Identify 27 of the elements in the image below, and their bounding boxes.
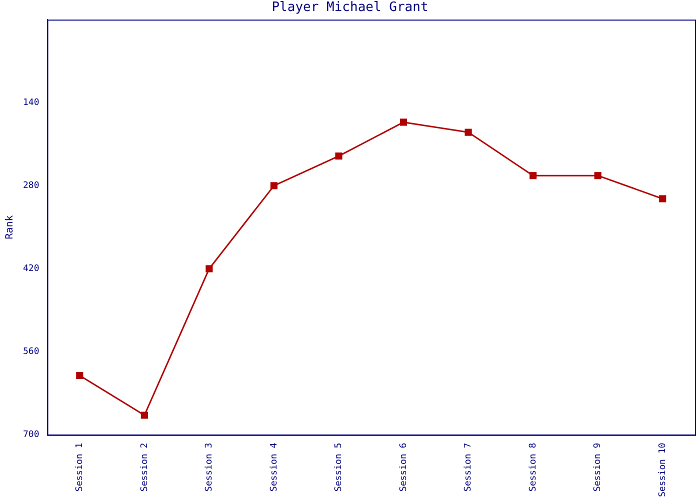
- point: [400, 118, 408, 126]
- y-tick-label: 280: [22, 181, 40, 192]
- point: [464, 128, 472, 136]
- x-tick-label: Session 2: [140, 442, 150, 492]
- point: [76, 372, 84, 380]
- x-tick-label: Session 8: [528, 442, 538, 492]
- y-tick-label: 140: [22, 98, 40, 108]
- point: [270, 182, 278, 190]
- x-tick-label: Session 7: [464, 442, 474, 492]
- y-tick-label: 700: [22, 430, 40, 440]
- x-tick-label: Session 1: [74, 442, 85, 492]
- x-tick-label: Session 4: [269, 442, 280, 492]
- y-tick-label: 420: [22, 264, 40, 274]
- point: [530, 172, 537, 180]
- chart-title: Player Michael Grant: [272, 0, 428, 16]
- x-tick-label: Session 9: [593, 442, 604, 492]
- x-tick-label: Session 3: [204, 442, 215, 492]
- point: [140, 412, 148, 419]
- point: [594, 172, 602, 180]
- y-tick-label: 560: [22, 347, 40, 358]
- point: [206, 265, 213, 272]
- x-tick-label: Session 6: [398, 442, 409, 492]
- point: [659, 195, 666, 202]
- point: [335, 152, 342, 160]
- x-tick-label: Session 10: [658, 442, 668, 498]
- y-axis-title: Rank: [4, 215, 16, 240]
- x-tick-label: Session 5: [334, 442, 344, 492]
